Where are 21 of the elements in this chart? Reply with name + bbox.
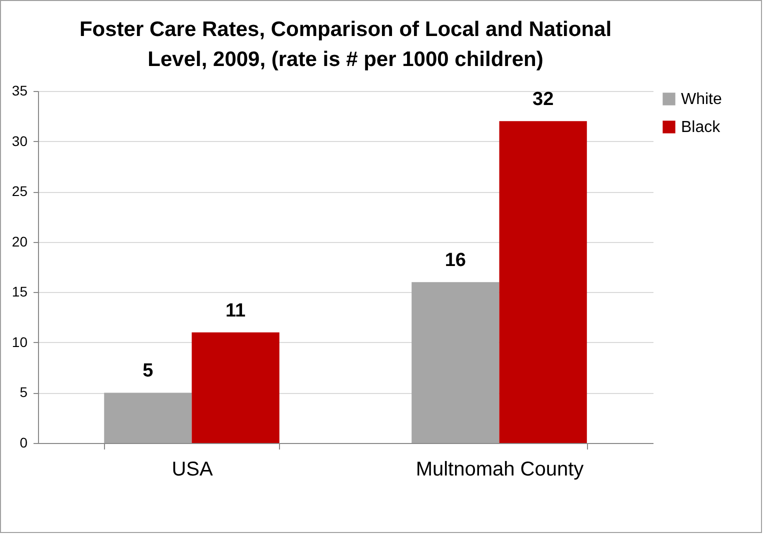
data-label: 16: [444, 250, 466, 272]
legend-label: White: [681, 91, 722, 108]
legend-label: Black: [681, 119, 722, 136]
x-tick-label: USA: [172, 458, 214, 480]
y-tick-label: 0: [20, 434, 28, 450]
chart-title: Foster Care Rates, Comparison of Local and National Level, 2009, (rate is # per 1000 children): [79, 18, 612, 71]
bar: [104, 392, 192, 443]
data-label: 32: [532, 89, 554, 110]
bar: [499, 121, 587, 443]
y-tick-label: 10: [12, 334, 28, 350]
y-tick-label: 35: [12, 82, 28, 98]
data-label: 5: [142, 360, 154, 382]
x-tick-label: Multnomah County: [416, 458, 584, 480]
y-tick-label: 5: [20, 384, 28, 400]
y-tick-label: 30: [12, 132, 28, 149]
bar: [192, 332, 280, 443]
y-tick-label: 25: [12, 183, 28, 200]
bar: [412, 282, 500, 443]
y-tick-label: 20: [12, 233, 28, 250]
y-tick-label: 15: [12, 284, 28, 300]
data-label: 11: [226, 300, 246, 322]
